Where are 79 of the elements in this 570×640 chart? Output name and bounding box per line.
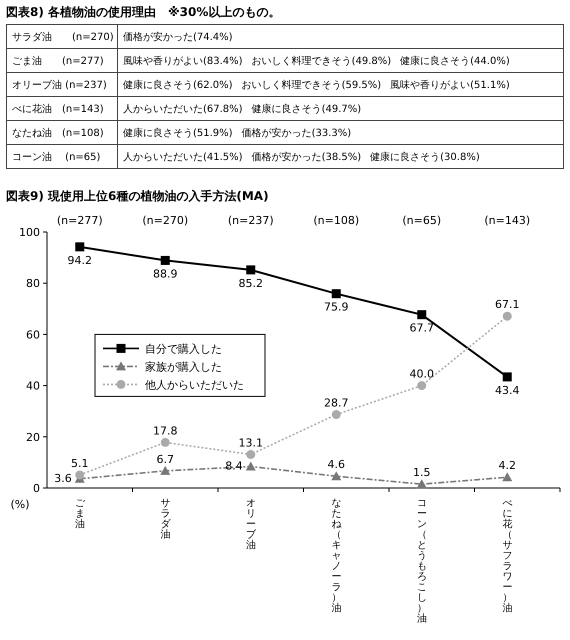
point bbox=[416, 479, 427, 488]
legend-label: 自分で購入した bbox=[145, 342, 222, 356]
text: おいしく料理できそう(49.8%) bbox=[252, 56, 392, 66]
text: (n=277) bbox=[56, 214, 103, 227]
data-label: 3.6 bbox=[54, 472, 72, 485]
text: (n=143) bbox=[484, 214, 530, 227]
point bbox=[75, 242, 84, 252]
category-label: べに花油 (n=143) bbox=[6, 96, 118, 120]
category-label: なたね油 (n=108) bbox=[6, 120, 118, 144]
y-tick-label: 60 bbox=[26, 328, 40, 342]
data-label: 28.7 bbox=[324, 396, 348, 410]
data-label: 8.4 bbox=[225, 459, 243, 472]
text: (n=65) bbox=[402, 214, 442, 227]
y-tick-label: 40 bbox=[26, 380, 40, 393]
point bbox=[332, 410, 341, 420]
legend-label: 他人からいただいた bbox=[145, 378, 244, 392]
category-label: コーン（とうもろこし）油 bbox=[416, 498, 427, 624]
data-label: 75.9 bbox=[324, 300, 348, 314]
point bbox=[246, 265, 256, 274]
legend-label: 家族が購入した bbox=[145, 360, 222, 374]
point bbox=[246, 461, 256, 470]
category-label: ごま油 (n=277) bbox=[6, 48, 118, 72]
y-tick-label: 0 bbox=[33, 482, 40, 495]
text: 風味や香りがよい(51.1%) bbox=[390, 80, 510, 90]
data-label: 43.4 bbox=[495, 384, 520, 397]
x-tick-label: オリーブ油 bbox=[246, 498, 257, 551]
point bbox=[160, 466, 170, 475]
data-label: 6.7 bbox=[156, 452, 174, 466]
point bbox=[75, 470, 84, 480]
text: (n=270) bbox=[142, 214, 188, 227]
category-label: べに花（サフラワー）油 bbox=[502, 498, 512, 614]
data-label: 1.5 bbox=[413, 466, 430, 480]
text: 人からいただいた(67.8%) bbox=[123, 104, 243, 114]
text: 健康に良さそう(51.9%) bbox=[123, 128, 233, 138]
category-label: サラダ油 (n=270) bbox=[6, 24, 118, 48]
y-tick-label: 20 bbox=[26, 430, 40, 444]
point bbox=[246, 450, 256, 459]
text: おいしく料理できそう(59.5%) bbox=[242, 80, 382, 90]
text: (n=108) bbox=[313, 214, 360, 227]
point bbox=[160, 438, 170, 447]
data-label: 4.6 bbox=[328, 458, 345, 472]
data-label: 67.1 bbox=[495, 298, 520, 312]
point bbox=[417, 310, 426, 320]
data-label: 88.9 bbox=[153, 267, 178, 280]
point bbox=[417, 381, 426, 390]
data-label: 13.1 bbox=[238, 436, 263, 450]
text: (n=237) bbox=[228, 214, 274, 227]
text: 風味や香りがよい(83.4%) bbox=[123, 56, 243, 66]
category-label: オリーブ油 (n=237) bbox=[6, 72, 118, 96]
point bbox=[502, 472, 512, 482]
chart-title: 図表9) 現使用上位6種の植物油の入手方法(MA) bbox=[6, 189, 269, 203]
text: 健康に良さそう(44.0%) bbox=[400, 56, 510, 66]
point bbox=[502, 372, 512, 382]
data-label: 4.2 bbox=[498, 459, 516, 472]
point bbox=[331, 471, 342, 480]
text: 人からいただいた(41.5%) bbox=[123, 152, 243, 162]
text: 健康に良さそう(30.8%) bbox=[370, 152, 480, 162]
y-tick-label: 80 bbox=[26, 277, 40, 290]
point bbox=[332, 289, 341, 298]
x-tick-label: サラダ油 bbox=[160, 498, 172, 540]
text: 価格が安かった(33.3%) bbox=[242, 128, 352, 138]
text: 健康に良さそう(49.7%) bbox=[252, 104, 362, 114]
data-label: 17.8 bbox=[153, 424, 178, 438]
category-label: コーン油 (n=65) bbox=[6, 144, 118, 168]
y-tick-label: 100 bbox=[19, 226, 40, 239]
x-tick-label: ごま油 bbox=[74, 498, 86, 530]
text: 健康に良さそう(62.0%) bbox=[123, 80, 233, 90]
data-label: 85.2 bbox=[238, 276, 263, 290]
data-label: 67.7 bbox=[410, 322, 434, 335]
data-label: 94.2 bbox=[68, 254, 92, 267]
y-axis-title: (%) bbox=[10, 498, 30, 511]
data-label: 40.0 bbox=[410, 368, 434, 381]
point bbox=[160, 256, 170, 265]
point bbox=[502, 312, 512, 321]
category-label: なたね（キャノーラ）油 bbox=[331, 498, 342, 614]
text: 価格が安かった(38.5%) bbox=[252, 152, 362, 162]
text: 図表8) 各植物油の使用理由 ※30%以上のもの。 bbox=[6, 4, 280, 21]
text: 価格が安かった(74.4%) bbox=[123, 32, 233, 42]
data-label: 5.1 bbox=[71, 456, 88, 470]
